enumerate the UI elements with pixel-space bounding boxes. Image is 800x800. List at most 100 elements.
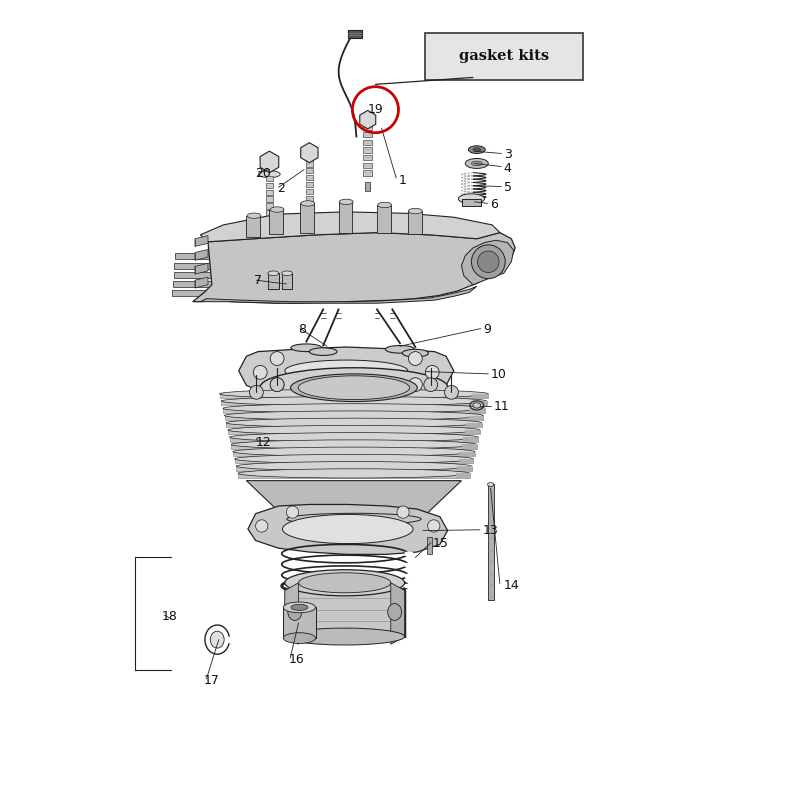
Bar <box>173 281 219 287</box>
Bar <box>306 202 314 208</box>
Text: 12: 12 <box>256 436 271 449</box>
Bar <box>462 198 481 206</box>
Text: 17: 17 <box>204 674 220 687</box>
Bar <box>223 408 485 413</box>
Bar <box>270 210 283 234</box>
Ellipse shape <box>458 194 485 204</box>
Bar <box>300 203 314 233</box>
Polygon shape <box>195 236 208 246</box>
Bar <box>219 394 488 398</box>
Ellipse shape <box>471 161 482 166</box>
Bar <box>221 401 486 406</box>
Bar <box>266 176 273 181</box>
Ellipse shape <box>285 360 408 382</box>
Bar <box>268 274 278 289</box>
Polygon shape <box>406 574 412 577</box>
Bar <box>306 168 314 174</box>
Polygon shape <box>238 347 454 394</box>
Bar <box>363 124 372 130</box>
Polygon shape <box>285 582 298 644</box>
Polygon shape <box>248 505 448 554</box>
Ellipse shape <box>388 603 402 621</box>
Circle shape <box>254 366 267 379</box>
Ellipse shape <box>409 208 422 214</box>
Bar <box>487 485 494 600</box>
Ellipse shape <box>230 433 478 442</box>
Polygon shape <box>406 584 412 587</box>
Bar <box>266 218 273 222</box>
Ellipse shape <box>473 148 481 151</box>
Ellipse shape <box>225 411 483 420</box>
Text: 4: 4 <box>504 162 511 174</box>
Bar <box>363 170 372 176</box>
Bar <box>231 445 477 449</box>
Polygon shape <box>193 233 515 303</box>
Ellipse shape <box>290 374 418 402</box>
Ellipse shape <box>223 404 485 413</box>
Polygon shape <box>246 481 462 519</box>
Ellipse shape <box>221 397 486 406</box>
Bar <box>363 147 372 153</box>
Polygon shape <box>406 552 412 555</box>
Ellipse shape <box>234 454 474 463</box>
FancyBboxPatch shape <box>425 33 582 80</box>
Circle shape <box>256 520 268 532</box>
Bar <box>283 607 315 638</box>
Bar <box>266 224 273 230</box>
Circle shape <box>471 245 506 278</box>
Bar <box>363 132 372 138</box>
Bar <box>266 210 273 216</box>
Polygon shape <box>195 250 208 260</box>
Bar <box>225 415 483 420</box>
Text: 14: 14 <box>504 579 519 592</box>
Bar <box>285 590 405 637</box>
Circle shape <box>478 251 499 273</box>
Ellipse shape <box>270 207 284 212</box>
Ellipse shape <box>301 201 314 206</box>
Bar <box>458 466 471 470</box>
Ellipse shape <box>286 514 421 525</box>
Ellipse shape <box>233 447 475 456</box>
Text: 1: 1 <box>398 174 406 187</box>
Text: 2: 2 <box>277 182 285 195</box>
Ellipse shape <box>310 348 337 355</box>
Ellipse shape <box>402 350 429 357</box>
Ellipse shape <box>339 199 353 205</box>
Bar <box>465 430 480 434</box>
Bar <box>282 274 293 289</box>
Polygon shape <box>228 638 233 642</box>
Bar <box>338 202 352 233</box>
Bar <box>456 474 470 478</box>
Bar <box>306 175 314 180</box>
Bar <box>306 161 314 166</box>
Text: 16: 16 <box>289 653 304 666</box>
Ellipse shape <box>247 213 261 218</box>
Ellipse shape <box>298 573 390 593</box>
Ellipse shape <box>210 631 224 648</box>
Circle shape <box>428 520 440 532</box>
Bar <box>172 290 221 296</box>
Bar <box>363 162 372 168</box>
Bar <box>348 30 362 38</box>
Ellipse shape <box>378 202 391 208</box>
Circle shape <box>409 378 422 391</box>
Ellipse shape <box>291 344 322 352</box>
Bar <box>266 203 273 209</box>
Polygon shape <box>462 240 514 285</box>
Bar <box>459 459 474 463</box>
Text: 18: 18 <box>162 610 178 623</box>
Ellipse shape <box>298 376 410 400</box>
Bar <box>266 190 273 195</box>
Bar <box>306 196 314 201</box>
Bar <box>174 262 216 269</box>
Text: 3: 3 <box>504 148 511 161</box>
Ellipse shape <box>288 603 302 621</box>
Circle shape <box>409 352 422 366</box>
Ellipse shape <box>282 514 413 544</box>
Ellipse shape <box>285 628 405 645</box>
Bar <box>427 537 432 554</box>
Bar <box>466 422 482 427</box>
Text: 8: 8 <box>298 323 306 336</box>
Text: 7: 7 <box>254 274 262 287</box>
Ellipse shape <box>487 482 494 486</box>
